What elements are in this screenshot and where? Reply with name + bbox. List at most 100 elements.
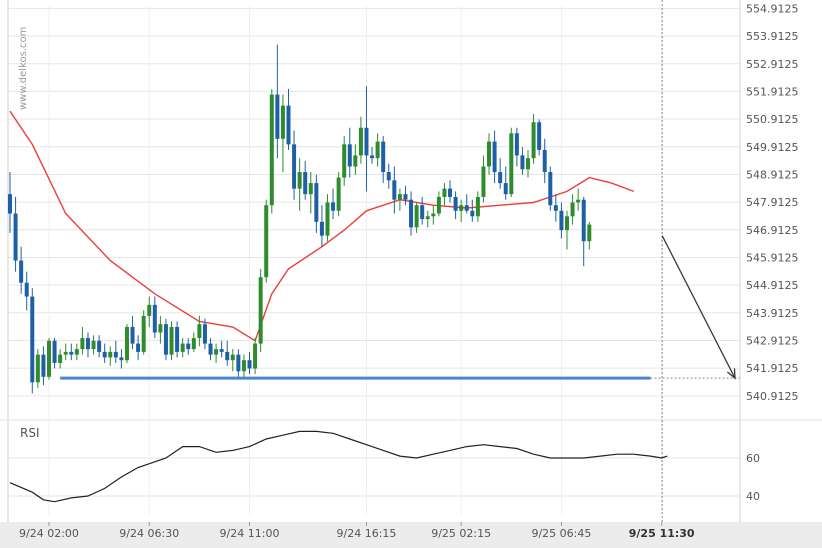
y-tick-label: 554.9125 — [746, 2, 799, 15]
candle — [347, 127, 352, 178]
candle-body — [275, 94, 280, 139]
candle-body — [8, 194, 12, 214]
candle-body — [236, 354, 241, 372]
candle-body — [303, 172, 308, 195]
candle-body — [208, 343, 213, 355]
candle-body — [548, 172, 553, 206]
candle-body — [431, 213, 436, 217]
candle-body — [587, 224, 592, 242]
candle-body — [24, 282, 29, 297]
candle-body — [565, 216, 569, 231]
candle-body — [531, 122, 536, 159]
candle — [85, 332, 90, 358]
candle-body — [537, 122, 542, 150]
candle — [470, 199, 475, 222]
y-tick-label: 546.9125 — [746, 224, 799, 237]
candle-body — [136, 343, 141, 352]
candle — [175, 321, 180, 358]
candle-body — [97, 340, 102, 352]
candle — [375, 133, 380, 167]
candle — [136, 335, 141, 361]
candle-body — [353, 155, 358, 167]
candle-body — [553, 205, 558, 211]
candle-body — [475, 196, 480, 217]
candle-body — [503, 183, 508, 195]
candle — [570, 194, 575, 225]
candle — [158, 315, 163, 344]
candle-body — [492, 141, 497, 173]
candle — [102, 343, 107, 363]
candle — [342, 136, 347, 186]
y-tick-label: 550.9125 — [746, 113, 799, 126]
candle-body — [147, 304, 152, 316]
candle-body — [13, 213, 18, 261]
candle — [548, 166, 553, 211]
candle — [303, 160, 308, 200]
y-tick-label: 540.9125 — [746, 390, 799, 403]
candle — [202, 318, 207, 350]
y-tick-label: 551.9125 — [746, 85, 799, 98]
candle-body — [319, 221, 324, 236]
candle-body — [197, 324, 202, 339]
candle-body — [347, 144, 352, 167]
candle — [113, 340, 118, 363]
candle-body — [186, 343, 191, 350]
candle — [358, 116, 363, 164]
rsi-grid — [8, 457, 740, 497]
candle-body — [442, 188, 447, 197]
y-tick-label: 547.9125 — [746, 196, 799, 209]
candle-body — [91, 340, 96, 350]
y-tick-label: 543.9125 — [746, 307, 799, 320]
candle — [108, 346, 113, 366]
watermark: www.delkos.com — [18, 27, 29, 110]
candle — [275, 44, 280, 159]
candle-body — [258, 277, 263, 344]
y-tick-label: 549.9125 — [746, 141, 799, 154]
candle — [487, 133, 492, 175]
candle-body — [581, 199, 586, 242]
candle-body — [481, 166, 486, 197]
candle — [24, 271, 29, 311]
candle-body — [520, 155, 525, 170]
candle-body — [325, 202, 330, 236]
candle-body — [219, 349, 224, 352]
candle — [397, 188, 402, 211]
candle-body — [180, 343, 185, 352]
candle — [258, 268, 263, 352]
x-tick-label: 9/24 16:15 — [337, 527, 397, 540]
candle — [8, 172, 12, 233]
candle — [74, 343, 79, 361]
candle-body — [364, 127, 369, 156]
candle — [392, 166, 397, 214]
y-tick-label: 553.9125 — [746, 30, 799, 43]
candle-body — [280, 105, 285, 139]
candle — [308, 172, 313, 214]
candle — [587, 221, 592, 250]
candle-body — [46, 340, 51, 377]
candle-body — [514, 133, 519, 156]
candle — [531, 113, 536, 164]
candle-body — [85, 338, 90, 350]
candle-body — [436, 196, 441, 214]
candle — [520, 147, 525, 175]
x-tick-label: 9/25 06:45 — [531, 527, 591, 540]
rsi-axis-ticks: 60 40 — [746, 452, 760, 503]
candle — [442, 183, 447, 206]
candle — [63, 343, 68, 361]
candle-body — [63, 351, 68, 355]
candle — [163, 318, 168, 361]
candle-body — [487, 141, 492, 167]
candle — [475, 191, 480, 222]
candle — [253, 338, 258, 375]
candle-body — [453, 196, 458, 211]
candle-body — [314, 183, 319, 222]
y-axis-ticks: 554.9125 553.9125 552.9125 551.9125 550.9125… — [746, 2, 799, 402]
candle-body — [230, 354, 235, 361]
candle-body — [331, 202, 336, 211]
candle-body — [464, 205, 469, 211]
candle-body — [559, 210, 564, 231]
candle — [436, 191, 441, 217]
candle — [537, 119, 542, 156]
x-tick-label: 9/25 02:15 — [431, 527, 491, 540]
